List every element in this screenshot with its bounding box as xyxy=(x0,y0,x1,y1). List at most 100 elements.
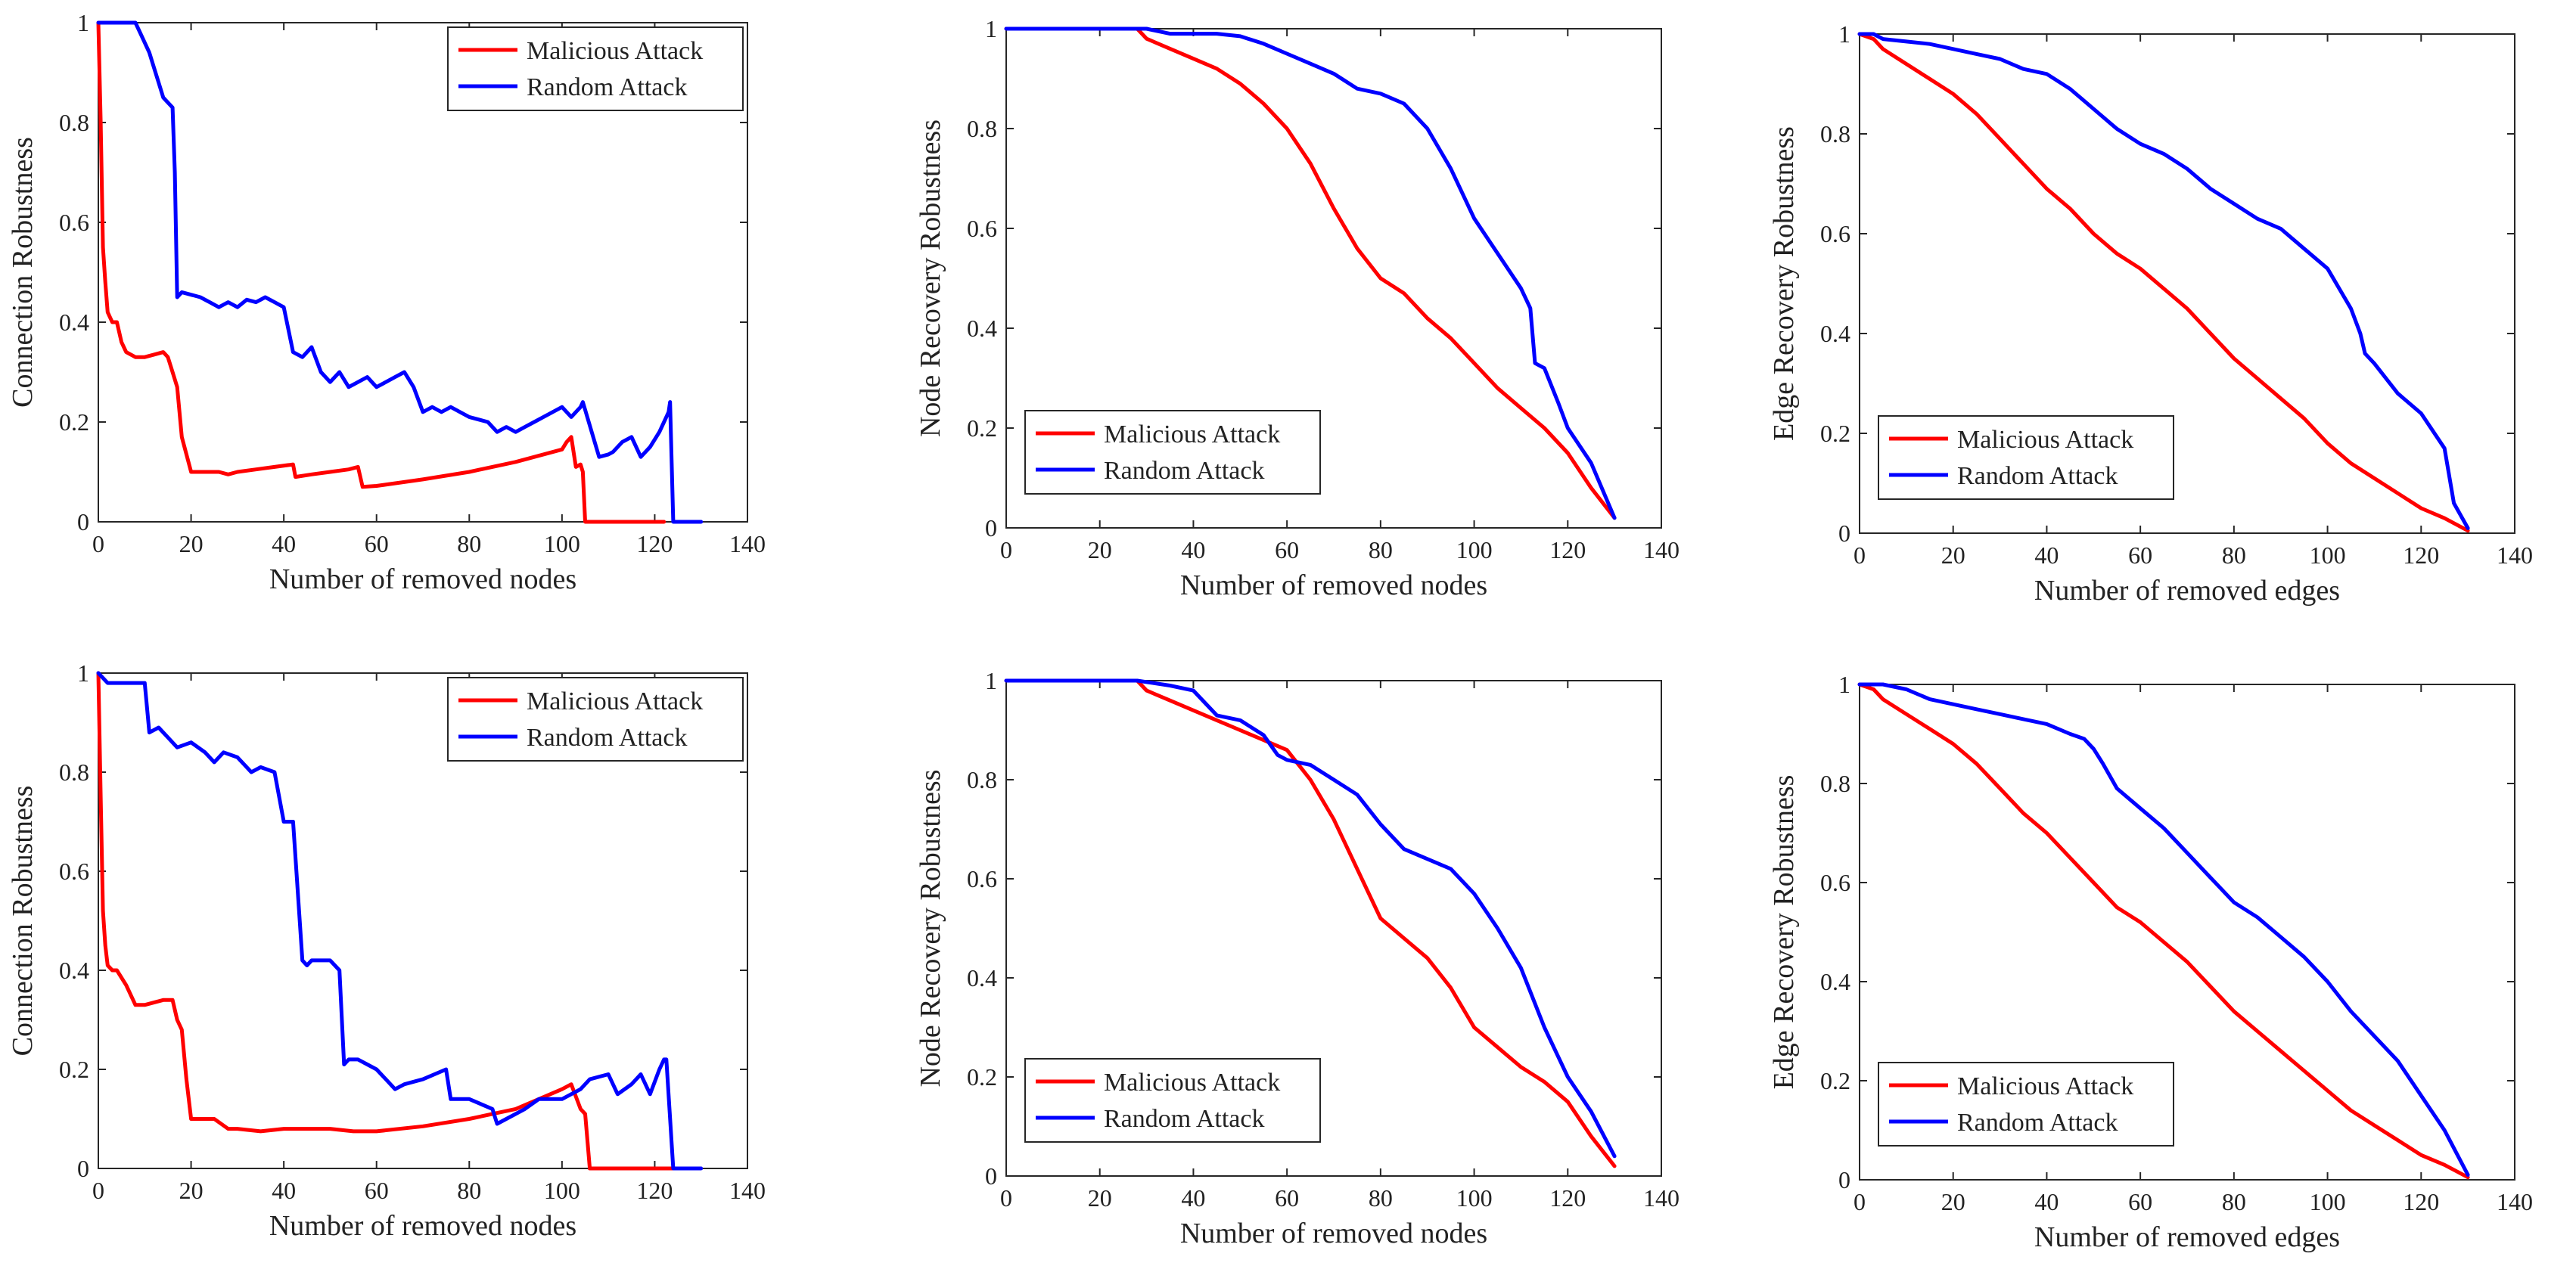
x-tick-label: 60 xyxy=(365,530,389,557)
x-tick-label: 120 xyxy=(2403,541,2439,569)
legend: Malicious Attack Random Attack xyxy=(447,677,744,762)
x-tick-label: 40 xyxy=(272,530,296,557)
series-line-random xyxy=(96,671,704,1171)
x-tick-label: 120 xyxy=(2403,1188,2439,1215)
series-line-random xyxy=(96,20,704,524)
chart-panel-edge-bottom: 0 20 40 60 80 100 120 140 0 0.2 0.4 0.6 0.8 1 Number o… xyxy=(1768,671,2533,1253)
legend-label: Random Attack xyxy=(1104,457,1264,485)
plot-frame xyxy=(1005,28,1662,529)
legend-label: Malicious Attack xyxy=(1104,420,1280,448)
plot-frame xyxy=(98,22,748,523)
legend: Malicious Attack Random Attack xyxy=(1024,410,1321,495)
x-tick-label: 100 xyxy=(544,530,580,557)
series-line-malicious xyxy=(1857,32,2470,533)
y-axis-label: Edge Recovery Robustness xyxy=(1768,126,1800,441)
y-tick-label: 0.2 xyxy=(967,414,997,442)
x-axis-label: Number of removed edges xyxy=(2034,1221,2340,1253)
x-tick-label: 140 xyxy=(1643,536,1680,563)
y-tick-label: 0.4 xyxy=(967,315,997,342)
y-tick-label: 1 xyxy=(1838,20,1850,48)
x-tick-label: 60 xyxy=(1275,1184,1299,1212)
legend-label: Random Attack xyxy=(1957,462,2118,490)
legend-label: Malicious Attack xyxy=(527,687,703,715)
y-tick-label: 0.6 xyxy=(1820,869,1850,896)
x-tick-label: 60 xyxy=(365,1177,389,1204)
legend-label: Malicious Attack xyxy=(527,37,703,65)
legend-box xyxy=(1024,410,1321,495)
x-tick-label: 140 xyxy=(729,1177,766,1204)
x-tick-label: 80 xyxy=(457,1177,481,1204)
legend-label: Random Attack xyxy=(527,73,687,101)
y-tick-label: 0.6 xyxy=(1820,220,1850,247)
series-line-random xyxy=(1857,32,2470,530)
y-tick-label: 0.2 xyxy=(1820,420,1850,447)
y-tick-label: 0.4 xyxy=(1820,968,1850,995)
y-axis-label: Connection Robustness xyxy=(7,786,39,1057)
series-line-random xyxy=(1004,678,1617,1159)
x-tick-label: 0 xyxy=(1000,536,1012,563)
legend-box xyxy=(1878,415,2174,500)
legend: Malicious Attack Random Attack xyxy=(447,26,744,111)
legend: Malicious Attack Random Attack xyxy=(1878,415,2174,500)
y-tick-label: 0.8 xyxy=(967,115,997,142)
series-line-malicious xyxy=(96,20,667,524)
chart-panel-node-top: 0 20 40 60 80 100 120 140 0 0.2 0.4 0.6 0.8 1 Number o… xyxy=(915,15,1680,601)
x-tick-label: 40 xyxy=(1181,536,1205,563)
legend-label: Malicious Attack xyxy=(1957,426,2133,454)
series-line-malicious xyxy=(1004,26,1617,520)
x-tick-label: 0 xyxy=(92,1177,104,1204)
x-tick-label: 80 xyxy=(1369,536,1393,563)
y-tick-label: 0 xyxy=(77,508,89,535)
x-tick-label: 20 xyxy=(1941,541,1965,569)
y-tick-label: 0.8 xyxy=(59,759,89,786)
x-tick-label: 60 xyxy=(1275,536,1299,563)
y-tick-label: 0 xyxy=(1838,520,1850,547)
x-axis-label: Number of removed nodes xyxy=(1180,1218,1487,1249)
y-tick-label: 0 xyxy=(985,1162,997,1190)
y-tick-label: 0.4 xyxy=(967,964,997,991)
x-axis-label: Number of removed nodes xyxy=(269,1210,576,1242)
y-tick-label: 0 xyxy=(1838,1166,1850,1193)
y-tick-label: 0.4 xyxy=(1820,320,1850,347)
series-line-malicious xyxy=(1004,678,1617,1168)
y-axis-label: Node Recovery Robustness xyxy=(915,119,946,437)
x-axis-label: Number of removed nodes xyxy=(269,563,576,595)
x-tick-label: 20 xyxy=(1088,536,1112,563)
x-tick-label: 120 xyxy=(636,1177,673,1204)
y-tick-label: 0.8 xyxy=(967,766,997,793)
legend-label: Malicious Attack xyxy=(1104,1069,1280,1097)
series-line-random xyxy=(1857,682,2470,1177)
y-axis-label: Edge Recovery Robustness xyxy=(1768,775,1800,1090)
x-axis-label: Number of removed edges xyxy=(2034,575,2340,607)
chart-panel-node-bottom: 0 20 40 60 80 100 120 140 0 0.2 0.4 0.6 0.8 1 Number o… xyxy=(915,667,1680,1249)
y-tick-label: 1 xyxy=(985,667,997,694)
x-tick-label: 40 xyxy=(1181,1184,1205,1212)
x-tick-label: 120 xyxy=(636,530,673,557)
y-tick-label: 0.2 xyxy=(59,1056,89,1083)
y-tick-label: 0.2 xyxy=(1820,1067,1850,1094)
y-tick-label: 0.2 xyxy=(967,1063,997,1091)
y-tick-label: 0.6 xyxy=(59,858,89,885)
series-line-malicious xyxy=(1857,682,2470,1180)
x-tick-label: 20 xyxy=(179,530,204,557)
plot-frame xyxy=(98,672,748,1169)
chart-panel-conn-bottom: 0 20 40 60 80 100 120 140 0 0.2 0.4 0.6 0.8 1 Number o… xyxy=(7,659,766,1242)
y-tick-label: 1 xyxy=(77,9,89,36)
legend-box xyxy=(447,677,744,762)
x-tick-label: 40 xyxy=(2034,1188,2059,1215)
x-tick-label: 80 xyxy=(457,530,481,557)
y-axis-label: Node Recovery Robustness xyxy=(915,769,946,1087)
y-tick-label: 0.8 xyxy=(1820,120,1850,147)
x-tick-label: 60 xyxy=(2128,541,2152,569)
chart-panel-conn-top: 0 20 40 60 80 100 120 140 0 0.2 0.4 0.6 0.8 1 Number o… xyxy=(7,9,766,595)
x-tick-label: 80 xyxy=(2222,1188,2246,1215)
legend-label: Random Attack xyxy=(1957,1109,2118,1137)
x-tick-label: 20 xyxy=(1941,1188,1965,1215)
y-tick-label: 0 xyxy=(985,514,997,541)
legend-label: Random Attack xyxy=(1104,1105,1264,1133)
series-line-malicious xyxy=(96,671,680,1171)
x-tick-label: 0 xyxy=(92,530,104,557)
y-tick-label: 0.6 xyxy=(967,865,997,892)
y-axis-label: Connection Robustness xyxy=(7,137,39,408)
x-tick-label: 0 xyxy=(1000,1184,1012,1212)
